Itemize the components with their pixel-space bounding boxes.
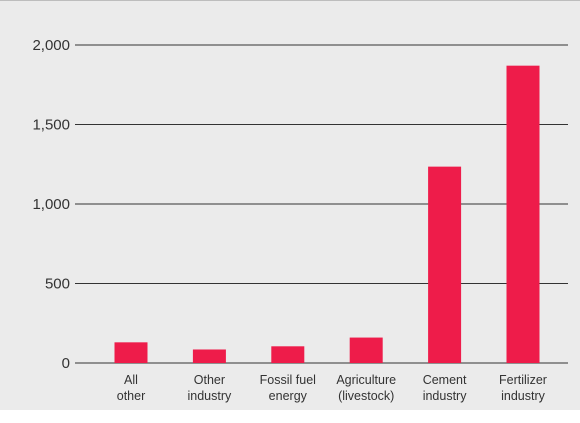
bar: [114, 342, 148, 363]
chart-panel: 0 500 1,000 1,500 2,000 All other Other industr…: [0, 0, 580, 410]
category-label: All other: [117, 373, 146, 403]
category-label-line: Fertilizer: [499, 373, 547, 387]
bars: [114, 65, 540, 364]
y-tick-label: 1,000: [32, 196, 70, 213]
category-label-line: Fossil fuel: [260, 373, 316, 387]
category-label: Fertilizer industry: [499, 373, 547, 403]
y-axis-tick-labels: 0 500 1,000 1,500 2,000: [32, 37, 70, 372]
category-label-line: energy: [269, 389, 308, 403]
y-tick-label: 500: [45, 276, 70, 293]
category-label-line: industry: [423, 389, 468, 403]
category-label-line: other: [117, 389, 146, 403]
category-label: Cement industry: [423, 373, 468, 403]
bar: [506, 65, 540, 364]
category-label-line: Cement: [423, 373, 467, 387]
category-label-line: All: [124, 373, 138, 387]
y-tick-label: 2,000: [32, 37, 70, 54]
y-tick-label: 0: [62, 355, 70, 372]
category-label-line: Other: [194, 373, 225, 387]
category-label-line: (livestock): [338, 389, 394, 403]
category-label: Agriculture (livestock): [336, 373, 396, 403]
category-label-line: industry: [501, 389, 546, 403]
y-tick-label: 1,500: [32, 117, 70, 134]
category-label: Other industry: [188, 373, 233, 403]
bar: [192, 349, 226, 363]
bar: [428, 166, 462, 363]
category-label: Fossil fuel energy: [260, 373, 316, 403]
x-axis-category-labels: All other Other industry Fossil fuel energy Ag…: [117, 373, 547, 403]
bar: [349, 337, 383, 363]
bar: [271, 346, 305, 363]
category-label-line: industry: [188, 389, 233, 403]
bar-chart: 0 500 1,000 1,500 2,000 All other Other industr…: [32, 37, 568, 403]
grid-lines: [75, 44, 568, 364]
category-label-line: Agriculture: [336, 373, 396, 387]
